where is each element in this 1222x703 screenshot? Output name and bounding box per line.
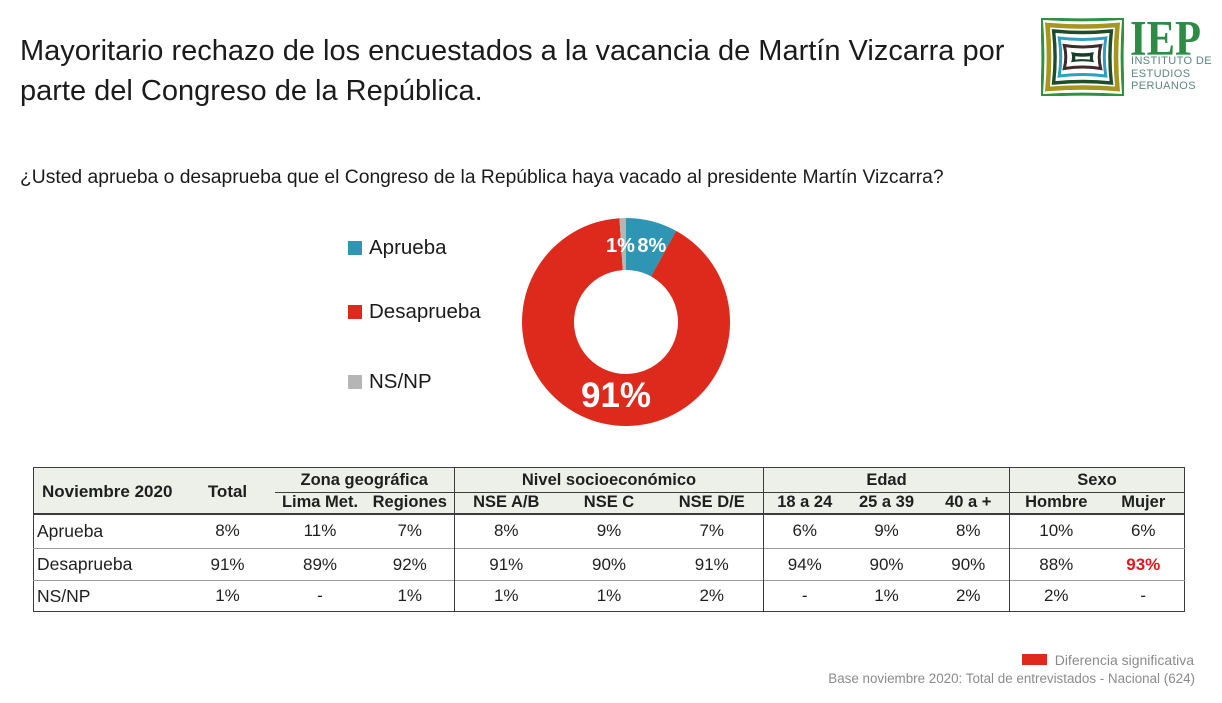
svg-text:IEP: IEP [1130, 10, 1201, 60]
